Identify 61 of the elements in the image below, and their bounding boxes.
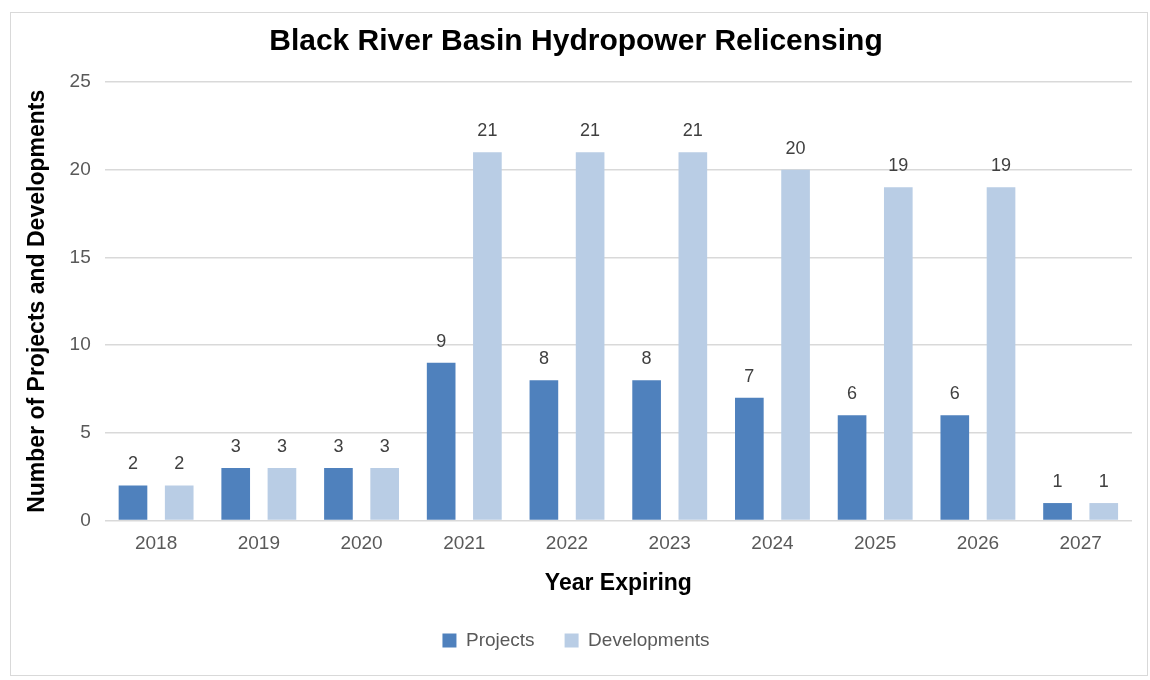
data-label: 21 xyxy=(682,120,703,141)
bar xyxy=(426,362,456,520)
x-tick-label: 2023 xyxy=(648,532,691,554)
data-label: 3 xyxy=(333,435,344,456)
bar xyxy=(940,415,970,520)
data-label: 2 xyxy=(127,453,138,474)
y-axis-title: Number of Projects and Developments xyxy=(23,89,50,513)
data-label: 19 xyxy=(991,155,1012,176)
data-label: 1 xyxy=(1098,471,1109,492)
bar xyxy=(883,187,913,520)
x-axis-title: Year Expiring xyxy=(544,568,692,595)
bar xyxy=(118,485,148,520)
bar xyxy=(986,187,1016,520)
chart-title: Black River Basin Hydropower Relicensing xyxy=(269,23,883,57)
y-tick-label: 5 xyxy=(80,421,91,443)
data-label: 8 xyxy=(641,348,652,369)
data-label: 3 xyxy=(230,435,241,456)
bar xyxy=(575,152,605,520)
y-tick-label: 0 xyxy=(80,508,91,530)
y-tick-label: 10 xyxy=(69,333,91,355)
data-label: 8 xyxy=(538,348,549,369)
bar xyxy=(632,380,661,520)
legend-label: Developments xyxy=(588,628,710,650)
bar xyxy=(529,380,559,520)
bar xyxy=(678,152,708,520)
data-label: 1 xyxy=(1052,471,1063,492)
bar xyxy=(370,467,399,520)
bar xyxy=(164,485,194,520)
data-label: 19 xyxy=(888,155,909,176)
x-tick-label: 2021 xyxy=(443,532,486,554)
data-label: 21 xyxy=(580,120,601,141)
bar xyxy=(735,397,764,520)
data-label: 6 xyxy=(949,383,960,404)
data-label: 7 xyxy=(744,365,755,386)
bar xyxy=(324,467,353,520)
bar xyxy=(267,467,297,520)
data-label: 9 xyxy=(436,330,447,351)
data-label: 21 xyxy=(477,120,498,141)
data-label: 20 xyxy=(785,137,806,158)
y-tick-label: 25 xyxy=(69,70,91,92)
x-tick-label: 2019 xyxy=(237,532,280,554)
bar xyxy=(473,152,502,520)
bar xyxy=(837,415,867,520)
y-tick-label: 20 xyxy=(69,157,91,179)
x-tick-label: 2024 xyxy=(751,532,795,554)
x-tick-label: 2027 xyxy=(1059,532,1102,554)
y-tick-label: 15 xyxy=(69,245,91,267)
x-tick-label: 2022 xyxy=(545,532,589,554)
legend-label: Projects xyxy=(465,628,535,650)
x-tick-label: 2018 xyxy=(134,532,178,554)
data-label: 3 xyxy=(276,435,287,456)
data-label: 6 xyxy=(847,383,858,404)
bar xyxy=(1043,503,1072,520)
bar xyxy=(1089,503,1119,520)
x-tick-label: 2020 xyxy=(340,532,383,554)
bar xyxy=(221,467,251,520)
bar xyxy=(781,169,810,520)
x-tick-label: 2026 xyxy=(956,532,1000,554)
x-tick-label: 2025 xyxy=(854,532,897,554)
data-label: 3 xyxy=(379,435,390,456)
data-label: 2 xyxy=(174,453,185,474)
